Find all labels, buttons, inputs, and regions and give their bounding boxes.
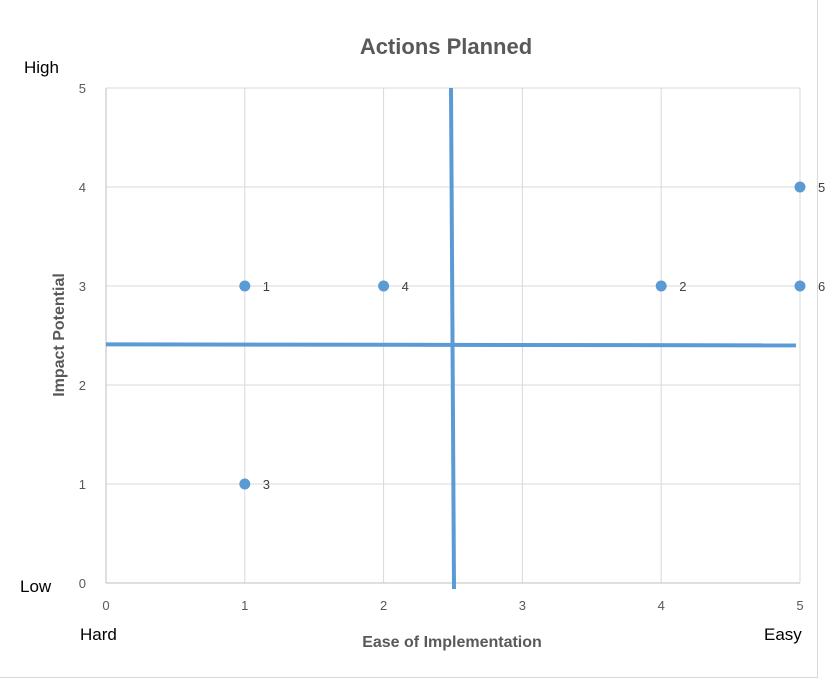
y-tick-label: 3 [79,279,86,294]
quadrant-line-vertical [449,87,456,590]
corner-label-high: High [24,58,59,77]
x-tick-label: 1 [241,598,248,613]
quadrant-line-horizontal [105,342,797,348]
data-point-2 [655,280,667,292]
y-tick-label: 2 [79,378,86,393]
data-label-2: 2 [679,279,686,294]
data-label-5: 5 [818,180,825,195]
y-tick-label: 1 [79,477,86,492]
quadrant-lines [105,87,797,590]
data-point-5 [794,181,806,193]
x-tick-label: 4 [658,598,665,613]
data-point-3 [239,478,251,490]
x-tick-label: 3 [519,598,526,613]
y-tick-label: 0 [79,576,86,591]
data-label-6: 6 [818,279,825,294]
x-axis-title: Ease of Implementation [362,634,542,651]
data-label-4: 4 [402,279,409,294]
x-tick-label: 5 [796,598,803,613]
data-point-6 [794,280,806,292]
y-tick-label: 4 [79,180,86,195]
data-points: 1 4 2 6 5 3 [239,180,825,492]
corner-label-low: Low [20,577,52,596]
chart-title: Actions Planned [360,34,532,59]
corner-label-easy: Easy [764,625,802,644]
data-point-1 [239,280,251,292]
data-label-1: 1 [263,279,270,294]
y-axis-title: Impact Potential [51,273,68,397]
tick-labels: 0 1 2 3 4 5 0 1 2 3 4 5 [79,81,804,613]
x-tick-label: 2 [380,598,387,613]
x-tick-label: 0 [102,598,109,613]
y-tick-label: 5 [79,81,86,96]
data-label-3: 3 [263,477,270,492]
corner-label-hard: Hard [80,625,117,644]
data-point-4 [378,280,390,292]
